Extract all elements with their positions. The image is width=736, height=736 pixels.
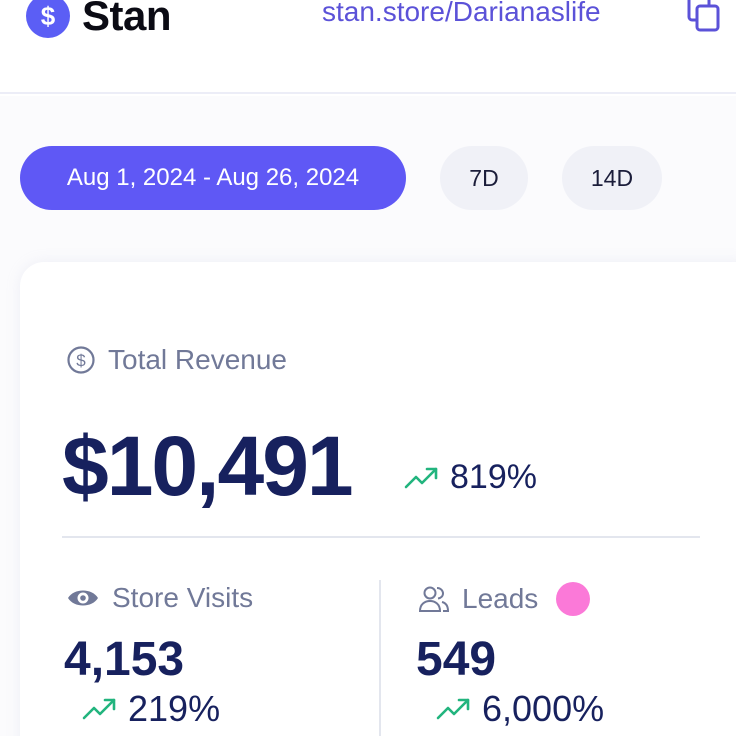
store-visits-change-percent: 219% [128,688,221,729]
revenue-change-percent: 819% [450,458,537,496]
leads-value: 549 [416,633,497,686]
brand-name: Stan [82,0,172,39]
dollar-circle-icon: $ [67,346,95,374]
vertical-divider [379,580,381,736]
store-visits-value: 4,153 [64,633,185,686]
date-range-picker[interactable]: Aug 1, 2024 - Aug 26, 2024 [20,146,406,210]
leads-text: Leads [462,583,539,614]
header: $ Stan stan.store/Darianaslife [0,0,736,94]
store-visits-label: Store Visits [66,582,253,614]
svg-text:$: $ [76,351,86,370]
revenue-change: 819% [404,458,537,497]
copy-icon [687,0,720,32]
eye-icon [68,590,98,606]
range-7d-button[interactable]: 7D [440,146,528,210]
leads-label: Leads [418,582,591,616]
leads-change: 6,000% [436,688,604,730]
divider [62,536,700,538]
store-visits-text: Store Visits [112,582,254,613]
store-visits-change: 219% [82,688,220,730]
dollar-sign-icon: $ [26,0,70,38]
trending-up-icon [436,698,470,720]
total-revenue-value: $10,491 [62,419,354,513]
leads-indicator-dot [556,582,591,616]
copy-link-button[interactable] [686,0,722,34]
trending-up-icon [82,698,116,720]
leads-change-percent: 6,000% [482,688,605,729]
total-revenue-text: Total Revenue [108,344,288,375]
total-revenue-label: $ Total Revenue [66,344,287,376]
range-14d-button[interactable]: 14D [562,146,662,210]
brand[interactable]: $ Stan [26,0,172,40]
stats-card [20,262,736,736]
users-icon [418,586,450,612]
trending-up-icon [404,467,438,488]
store-link[interactable]: stan.store/Darianaslife [322,0,601,27]
